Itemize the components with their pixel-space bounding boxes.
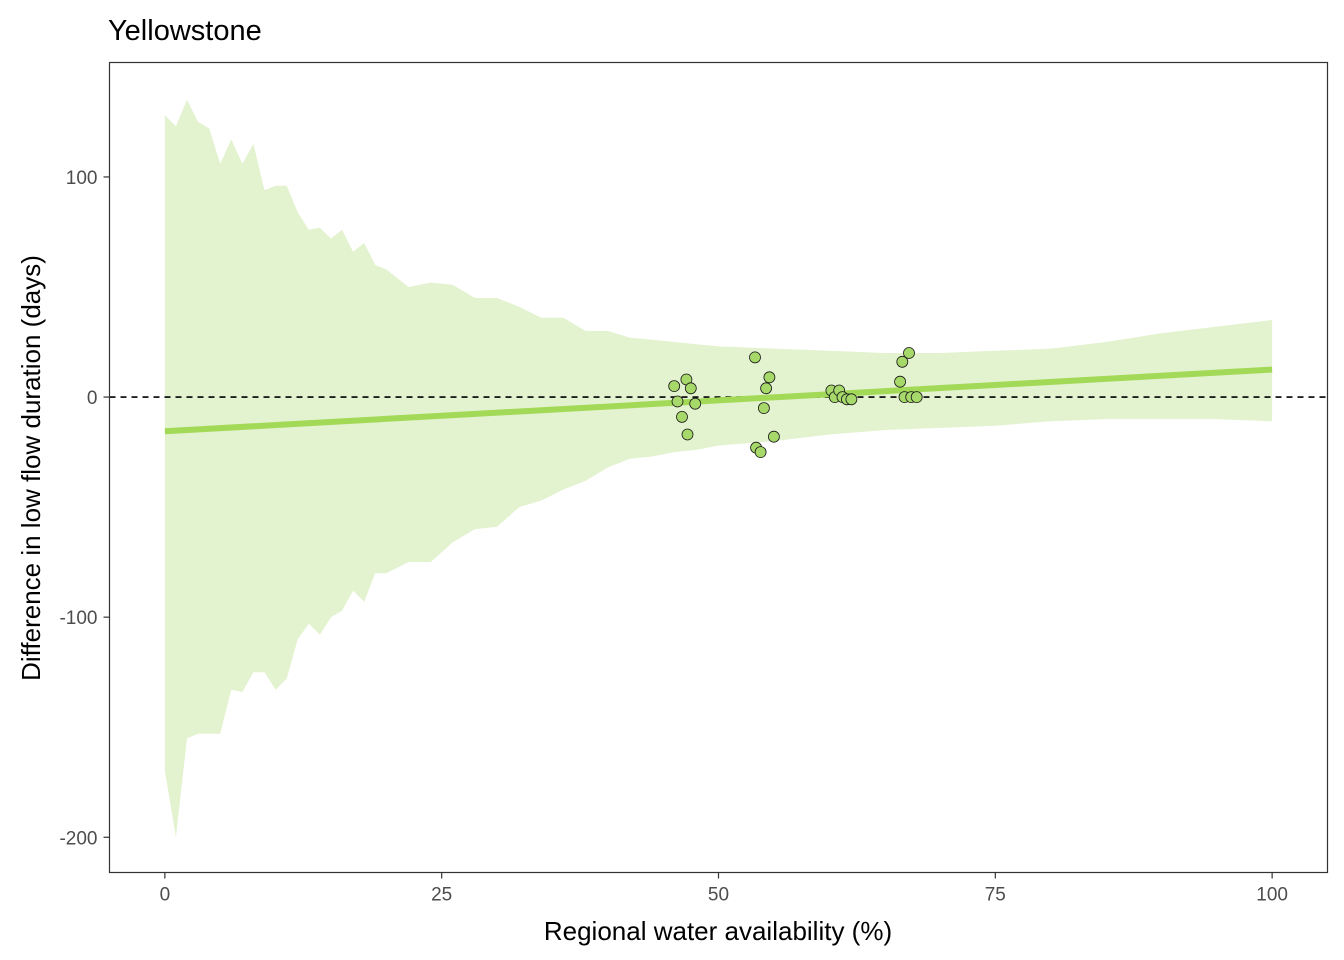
data-point (760, 382, 772, 395)
data-point (768, 430, 780, 443)
y-tick-label: 0 (87, 388, 98, 409)
y-tick-label: -100 (59, 608, 97, 629)
data-point (681, 428, 694, 441)
data-point (676, 410, 688, 423)
data-point (763, 371, 776, 384)
confidence-ribbon (164, 99, 1273, 838)
data-point (684, 382, 697, 395)
y-tick-label: -200 (59, 828, 97, 849)
plot-area (109, 99, 1328, 838)
x-tick-label: 75 (985, 885, 1006, 906)
x-tick-label: 0 (160, 885, 171, 906)
x-tick-label: 50 (708, 885, 729, 906)
data-point (758, 402, 770, 415)
data-point (894, 375, 906, 388)
data-point (903, 347, 915, 359)
data-point (910, 391, 923, 404)
axes: 0 25 50 75 100 -200 -100 0 100 (59, 168, 1288, 906)
data-point (668, 380, 681, 393)
data-point (749, 351, 761, 364)
y-axis-title: Difference in low flow duration (days) (16, 255, 46, 681)
chart-title: Yellowstone (108, 15, 262, 47)
x-tick-label: 100 (1256, 885, 1288, 906)
data-point (671, 395, 684, 408)
trend-line (164, 366, 1273, 435)
data-point (689, 397, 702, 410)
y-tick-label: 100 (66, 168, 98, 189)
data-point (845, 393, 858, 406)
data-point (754, 446, 767, 459)
x-tick-label: 25 (431, 885, 452, 906)
data-point (896, 355, 909, 368)
x-axis-title: Regional water availability (%) (544, 916, 892, 946)
